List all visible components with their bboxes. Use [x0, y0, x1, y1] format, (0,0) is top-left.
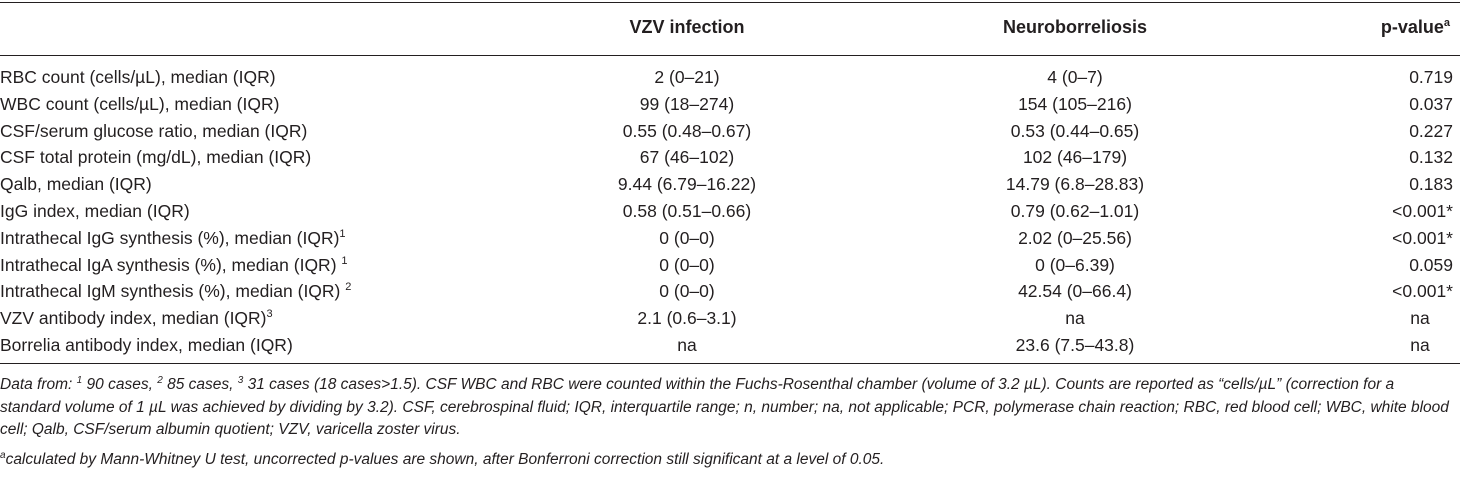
row-label-text: Intrathecal IgG synthesis (%), median (I… — [0, 227, 340, 248]
row-label-text: Intrathecal IgM synthesis (%), median (I… — [0, 281, 346, 302]
note-text-2: 85 cases, — [162, 376, 238, 393]
cell-neuroborreliosis: 102 (46–179) — [1022, 147, 1128, 168]
cell-p-value: <0.001* — [1392, 227, 1453, 248]
cell-vzv: 67 (46–102) — [639, 147, 735, 168]
cell-neuroborreliosis: 23.6 (7.5–43.8) — [1015, 334, 1135, 355]
cell-neuroborreliosis: 0.53 (0.44–0.65) — [1010, 120, 1140, 141]
cell-neuroborreliosis: 0 (0–6.39) — [1035, 254, 1115, 275]
row-label-text: RBC count (cells/µL), median (IQR) — [0, 67, 276, 87]
row-label: Intrathecal IgA synthesis (%), median (I… — [0, 253, 348, 277]
note-text-3: 31 cases (18 cases>1.5). CSF WBC and RBC… — [0, 376, 1449, 438]
row-label-sup: 1 — [339, 227, 346, 240]
cell-vzv: 2 (0–21) — [654, 67, 720, 87]
row-label-sup: 2 — [345, 281, 352, 294]
table-row: RBC count (cells/µL), median (IQR) 2 (0–2… — [0, 65, 1460, 92]
cell-p-value: na — [1410, 308, 1430, 329]
cell-p-value: 0.037 — [1409, 93, 1453, 114]
table-row: WBC count (cells/µL), median (IQR) 99 (18… — [0, 92, 1460, 119]
column-header-p-value: p-valuea — [1381, 16, 1450, 38]
cell-vzv: 2.1 (0.6–3.1) — [637, 308, 737, 329]
row-label: Intrathecal IgG synthesis (%), median (I… — [0, 226, 346, 250]
row-label-text: WBC count (cells/µL), median (IQR) — [0, 93, 280, 114]
row-label-sup: 1 — [341, 254, 348, 267]
cell-neuroborreliosis: 42.54 (0–66.4) — [1018, 281, 1132, 302]
table-footnote-a: acalculated by Mann-Whitney U test, unco… — [0, 449, 1456, 472]
cell-p-value: 0.183 — [1409, 174, 1453, 195]
row-label-text: Intrathecal IgA synthesis (%), median (I… — [0, 254, 342, 275]
cell-p-value: 0.227 — [1409, 120, 1453, 141]
column-header-neuroborreliosis: Neuroborreliosis — [1002, 17, 1148, 37]
cell-vzv: 0 (0–0) — [659, 254, 715, 275]
row-label: Borrelia antibody index, median (IQR) — [0, 333, 293, 357]
row-label: IgG index, median (IQR) — [0, 199, 190, 223]
cell-vzv: na — [677, 334, 697, 355]
table-row: VZV antibody index, median (IQR)3 2.1 (0.… — [0, 306, 1460, 333]
cell-neuroborreliosis: 154 (105–216) — [1018, 93, 1132, 114]
table-body: RBC count (cells/µL), median (IQR) 2 (0–2… — [0, 65, 1460, 360]
cell-neuroborreliosis: 2.02 (0–25.56) — [1018, 227, 1132, 248]
cell-p-value: <0.001* — [1392, 281, 1453, 302]
cell-p-value: 0.132 — [1409, 147, 1453, 168]
row-label-text: VZV antibody index, median (IQR) — [0, 308, 267, 329]
row-label-text: Borrelia antibody index, median (IQR) — [0, 334, 293, 355]
column-header-vzv: VZV infection — [629, 17, 745, 37]
table-row: Intrathecal IgA synthesis (%), median (I… — [0, 253, 1460, 280]
cell-neuroborreliosis: 4 (0–7) — [1047, 67, 1103, 87]
row-label: WBC count (cells/µL), median (IQR) — [0, 92, 279, 116]
cell-neuroborreliosis: 0.79 (0.62–1.01) — [1010, 200, 1140, 221]
note-sup-2: 2 — [157, 375, 163, 386]
cell-p-value: 0.059 — [1409, 254, 1453, 275]
footnote-text: calculated by Mann-Whitney U test, uncor… — [5, 450, 885, 468]
table-row: Borrelia antibody index, median (IQR) na 2… — [0, 333, 1460, 360]
row-label-text: IgG index, median (IQR) — [0, 200, 190, 221]
row-label-text: Qalb, median (IQR) — [0, 174, 152, 195]
row-label: CSF/serum glucose ratio, median (IQR) — [0, 119, 307, 143]
cell-p-value: na — [1410, 334, 1430, 355]
footnote-sup-a: a — [0, 449, 6, 461]
row-label-sup: 3 — [266, 308, 273, 321]
note-lead: Data from: — [0, 376, 77, 393]
note-sup-3: 3 — [237, 375, 244, 386]
row-label: Intrathecal IgM synthesis (%), median (I… — [0, 279, 351, 303]
table-row: Intrathecal IgM synthesis (%), median (I… — [0, 279, 1460, 306]
cell-neuroborreliosis: 14.79 (6.8–28.83) — [1005, 174, 1145, 195]
table-top-rule — [0, 2, 1460, 3]
row-label: VZV antibody index, median (IQR)3 — [0, 306, 273, 330]
table-header-rule — [0, 55, 1460, 56]
cell-vzv: 9.44 (6.79–16.22) — [617, 174, 757, 195]
table-row: IgG index, median (IQR) 0.58 (0.51–0.66) 0… — [0, 199, 1460, 226]
cell-vzv: 0 (0–0) — [659, 227, 715, 248]
row-label-text: CSF total protein (mg/dL), median (IQR) — [0, 147, 312, 168]
cell-vzv: 0 (0–0) — [659, 281, 715, 302]
row-label: RBC count (cells/µL), median (IQR) — [0, 65, 276, 89]
column-header-p-value-label: p-value — [1380, 17, 1444, 37]
row-label-text: CSF/serum glucose ratio, median (IQR) — [0, 120, 308, 141]
row-label: Qalb, median (IQR) — [0, 172, 152, 196]
table-row: CSF/serum glucose ratio, median (IQR) 0.5… — [0, 119, 1460, 146]
row-label: CSF total protein (mg/dL), median (IQR) — [0, 145, 311, 169]
table-notes: Data from: 1 90 cases, 2 85 cases, 3 31 … — [0, 374, 1456, 471]
table-row: CSF total protein (mg/dL), median (IQR) 6… — [0, 145, 1460, 172]
table-bottom-rule — [0, 363, 1460, 364]
table-row: Intrathecal IgG synthesis (%), median (I… — [0, 226, 1460, 253]
note-text-1: 90 cases, — [82, 376, 158, 393]
note-sup-1: 1 — [76, 375, 83, 386]
table-abbreviations-note: Data from: 1 90 cases, 2 85 cases, 3 31 … — [0, 374, 1456, 442]
cell-p-value: <0.001* — [1392, 200, 1453, 221]
cell-p-value: 0.719 — [1409, 67, 1453, 87]
cell-neuroborreliosis: na — [1065, 308, 1085, 329]
cell-vzv: 0.55 (0.48–0.67) — [622, 120, 752, 141]
cell-vzv: 99 (18–274) — [639, 93, 735, 114]
column-header-p-value-sup: a — [1443, 17, 1450, 29]
cell-vzv: 0.58 (0.51–0.66) — [622, 200, 752, 221]
table-row: Qalb, median (IQR) 9.44 (6.79–16.22) 14.79… — [0, 172, 1460, 199]
